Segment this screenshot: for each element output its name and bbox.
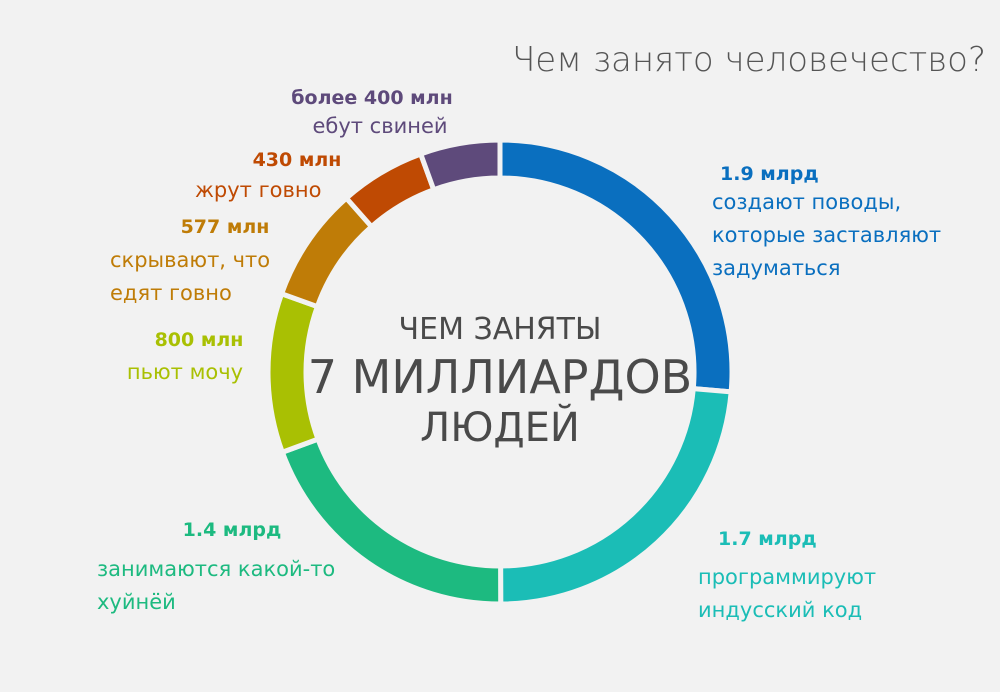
chart-title: Чем занято человечество? [511,40,986,80]
donut-slice [417,137,503,193]
center-label: ЧЕМ ЗАНЯТЫ [398,312,602,347]
value-label: 1.4 млрд [182,519,282,541]
value-label: 1.7 млрд [718,528,817,550]
value-label: 800 млн [154,329,244,351]
center-label: ЛЮДЕЙ [420,405,580,451]
value-label: 577 млн [180,216,270,238]
category-label: занимаются какой-то хуйнёй [97,557,336,614]
category-label: программируют индусский код [698,565,877,622]
value-label: 1.9 млрд [720,163,819,185]
category-label: пьют мочу [126,360,244,384]
donut-slice [342,150,437,231]
category-label: скрывают, что едят говно [110,248,271,305]
center-label: 7 МИЛЛИАРДОВ [307,350,693,404]
category-label: ебут свиней [312,114,448,138]
value-label: 430 млн [252,149,342,171]
category-label: создают поводы, которые заставляют задум… [712,190,942,280]
value-label: более 400 млн [291,87,453,109]
category-label: жрут говно [195,178,322,202]
